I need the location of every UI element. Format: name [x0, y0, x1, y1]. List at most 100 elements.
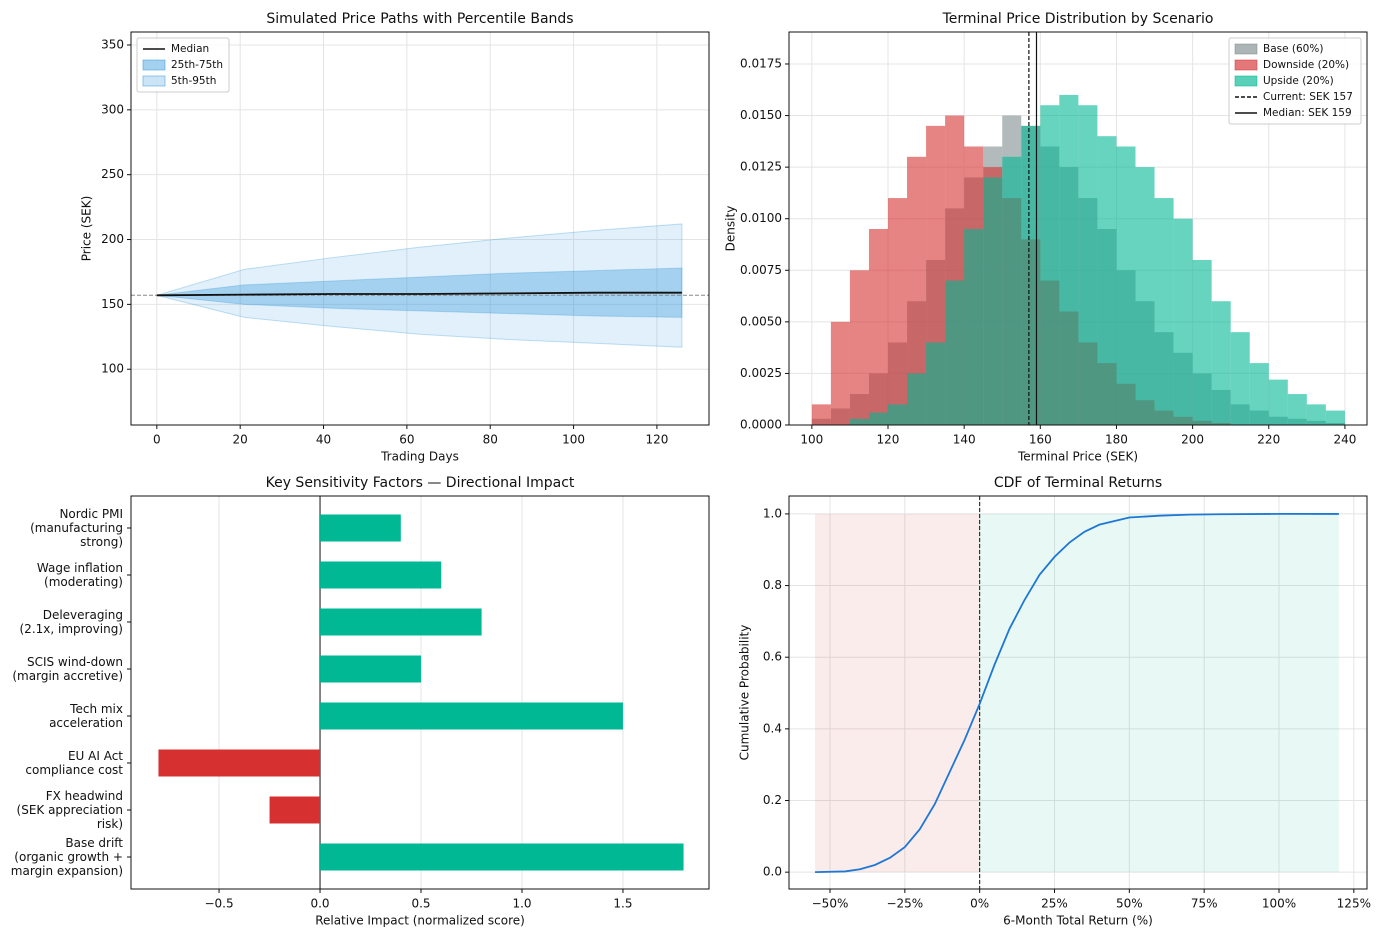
legend-box — [136, 37, 230, 93]
histogram-bar — [849, 418, 869, 425]
y-tick-label: 0.4 — [763, 721, 782, 735]
x-tick-label: −50% — [812, 897, 849, 911]
legend-swatch — [1234, 75, 1258, 87]
x-tick-label: −0.5 — [204, 897, 233, 911]
x-tick-label: 100 — [800, 433, 823, 447]
chart-title: Key Sensitivity Factors — Directional Im… — [266, 475, 575, 491]
histogram-bar — [945, 280, 965, 425]
bar — [320, 655, 422, 683]
legend-label: Base (60%) — [1263, 43, 1323, 55]
y-tick-label: 0.0 — [763, 865, 782, 879]
axes-frame — [788, 31, 1368, 426]
label-line: strong) — [80, 535, 123, 549]
x-tick-label: 0% — [970, 897, 989, 911]
y-tick-label: 300 — [101, 102, 124, 116]
line — [156, 291, 682, 297]
label-line: (manufacturing — [30, 521, 123, 535]
histogram-bar — [907, 373, 927, 425]
y-tick-label: 0.0025 — [740, 366, 782, 380]
y-tick-label: 150 — [101, 297, 124, 311]
histogram-bar — [1040, 105, 1060, 425]
histogram-bar — [887, 404, 908, 425]
axes-frame — [788, 495, 1368, 890]
axes-frame — [130, 31, 710, 426]
label-line: (organic growth + — [14, 850, 123, 864]
histogram-bar — [1211, 301, 1231, 425]
x-tick-label: 20 — [233, 433, 248, 447]
y-tick-label: 100 — [101, 362, 124, 376]
legend-box — [1228, 37, 1362, 125]
histogram-bar — [1192, 259, 1212, 425]
histogram-bar — [1078, 105, 1098, 425]
bar — [320, 514, 401, 542]
x-tick-label: 40 — [316, 433, 331, 447]
bar — [320, 702, 623, 730]
region — [979, 513, 1339, 873]
y-tick-label: 0.0150 — [740, 108, 782, 122]
x-tick-label: 25% — [1041, 897, 1068, 911]
label-line: Deleveraging — [43, 608, 123, 622]
legend: Base (60%) Downside (20%) Upside (20%) Curr… — [1228, 37, 1362, 125]
y-tick-label: 0.0175 — [740, 56, 782, 70]
histogram-bar — [964, 229, 984, 425]
y-tick-label: Tech mix acceleration — [49, 702, 123, 730]
label-line: risk) — [97, 817, 123, 831]
histogram-bar — [907, 156, 927, 425]
label-line: (margin accretive) — [12, 669, 123, 683]
y-tick-label: Base drift (organic growth + margin expans… — [11, 836, 123, 878]
histogram-bar — [1230, 332, 1250, 425]
label-line: EU AI Act — [68, 749, 123, 763]
x-tick-label: 180 — [1105, 433, 1128, 447]
legend-label: Upside (20%) — [1263, 75, 1334, 87]
x-tick-label: 80 — [483, 433, 498, 447]
y-tick-label: 350 — [101, 37, 124, 51]
x-tick-label: 1.5 — [613, 897, 632, 911]
x-tick-label: 120 — [877, 433, 900, 447]
label-line: acceleration — [49, 716, 123, 730]
x-tick-label: 200 — [1181, 433, 1204, 447]
histogram-bar — [1154, 198, 1174, 425]
line — [815, 513, 1339, 874]
histogram-bar — [1116, 146, 1136, 425]
label-line: SCIS wind-down — [27, 655, 123, 669]
histogram-bar — [868, 412, 888, 425]
x-tick-label: 160 — [1029, 433, 1052, 447]
histogram-bar — [1249, 363, 1269, 425]
legend-label: 25th-75th — [171, 59, 223, 71]
y-tick-label: EU AI Act compliance cost — [25, 749, 123, 777]
x-tick-label: 240 — [1333, 433, 1356, 447]
x-tick-label: 120 — [645, 433, 668, 447]
histogram-bar — [1325, 410, 1345, 425]
histogram-bar — [830, 321, 850, 425]
x-axis-label: 6-Month Total Return (%) — [1003, 914, 1153, 928]
y-tick-label: 0.0075 — [740, 263, 782, 277]
panel: Terminal Price Distribution by Scenario T… — [724, 11, 1368, 464]
x-tick-label: 125% — [1337, 897, 1371, 911]
legend-label: Current: SEK 157 — [1263, 91, 1353, 103]
x-tick-label: 220 — [1257, 433, 1280, 447]
x-tick-label: 1.0 — [512, 897, 531, 911]
histogram-bar — [1021, 125, 1041, 425]
x-tick-label: 140 — [953, 433, 976, 447]
label-line: (moderating) — [44, 575, 123, 589]
y-tick-label: Wage inflation (moderating) — [37, 561, 123, 589]
y-tick-label: 200 — [101, 232, 124, 246]
histogram-bar — [1306, 404, 1326, 425]
histogram-bar — [1173, 218, 1193, 425]
histogram-bar — [1287, 394, 1307, 425]
chart-title: Terminal Price Distribution by Scenario — [942, 11, 1214, 27]
legend: Median 25th-75th 5th-95th — [136, 37, 230, 93]
x-tick-label: −25% — [886, 897, 923, 911]
x-tick-label: 0.5 — [411, 897, 430, 911]
legend-swatch — [142, 59, 166, 71]
label-line: FX headwind — [46, 789, 123, 803]
histogram-bar — [926, 342, 946, 425]
y-tick-label: 0.0100 — [740, 211, 782, 225]
legend-swatch — [1234, 43, 1258, 55]
x-tick-label: 60 — [399, 433, 414, 447]
legend-swatch — [142, 75, 166, 87]
x-axis-label: Trading Days — [380, 450, 459, 464]
y-axis-label: Cumulative Probability — [738, 625, 752, 761]
x-tick-label: 50% — [1116, 897, 1143, 911]
